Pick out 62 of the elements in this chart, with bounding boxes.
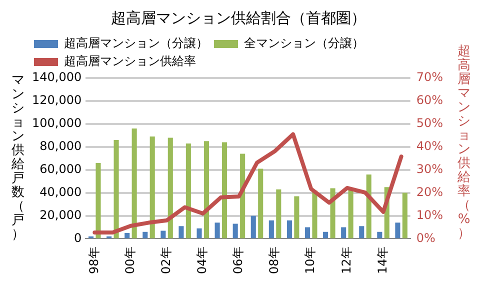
bar <box>286 220 292 238</box>
bar <box>222 142 228 238</box>
text: マンション供給戸数（戸） <box>12 72 24 242</box>
y-tick-label: 80,000 <box>40 139 82 154</box>
bar <box>96 162 101 238</box>
bar <box>402 192 408 238</box>
bar <box>250 216 256 238</box>
y2-tick-label: 30% <box>416 162 443 176</box>
bar <box>232 224 238 238</box>
bar <box>214 222 220 238</box>
bar <box>196 228 202 238</box>
x-tick-label: 00年 <box>122 246 137 274</box>
y-tick-label: 40,000 <box>40 184 82 199</box>
bar <box>204 141 210 238</box>
chart-title: 超高層マンション供給割合（首都圏） <box>111 8 366 27</box>
bar <box>168 138 173 238</box>
bar <box>341 227 346 238</box>
bar <box>258 168 264 238</box>
bar <box>186 143 191 238</box>
bar <box>124 232 130 238</box>
legend-label: 超高層マンション供給率 <box>64 54 196 68</box>
legend-label: 全マンション（分譲） <box>244 36 364 50</box>
y2-tick-label: 50% <box>416 116 443 130</box>
y2-tick-label: 20% <box>416 184 443 199</box>
bar <box>359 226 364 238</box>
text: 超高層マンション供給率（%） <box>458 44 470 240</box>
x-tick-label: 02年 <box>158 246 173 274</box>
y2-tick-label: 70% <box>416 70 443 84</box>
y2-tick-label: 0% <box>416 230 436 245</box>
bar <box>114 140 119 238</box>
x-tick-label: 10年 <box>303 246 318 274</box>
bar <box>304 227 310 238</box>
bar <box>377 232 382 238</box>
x-tick-label: 08年 <box>267 246 282 274</box>
bar <box>268 220 274 238</box>
bar <box>395 222 400 238</box>
bar <box>294 196 300 238</box>
y-tick-label: 140,000 <box>32 70 82 84</box>
y2-tick-label: 10% <box>416 208 443 222</box>
y-tick-label: 20,000 <box>40 208 82 222</box>
bar <box>142 232 148 238</box>
y-tick-label: 120,000 <box>32 93 82 108</box>
x-tick-label: 04年 <box>195 246 210 274</box>
x-tick-label: 14年 <box>375 246 390 274</box>
bar <box>366 174 372 238</box>
bar <box>150 136 155 238</box>
bar <box>312 190 318 238</box>
x-tick-label: 06年 <box>231 246 246 274</box>
bar <box>348 188 354 238</box>
y-tick-label: 60,000 <box>40 162 82 176</box>
bar <box>178 226 184 238</box>
y2-tick-label: 60% <box>416 93 443 108</box>
y-tick-label: 0 <box>74 230 82 245</box>
y2-tick-label: 40% <box>416 139 443 154</box>
bar <box>132 128 137 238</box>
x-tick-label: 12年 <box>339 246 354 274</box>
legend-label: 超高層マンション（分譲） <box>64 36 208 50</box>
bar <box>160 230 166 238</box>
y-tick-label: 100,000 <box>32 116 82 130</box>
bar <box>323 232 328 238</box>
bar <box>276 189 282 238</box>
x-tick-label: 98年 <box>86 246 101 274</box>
